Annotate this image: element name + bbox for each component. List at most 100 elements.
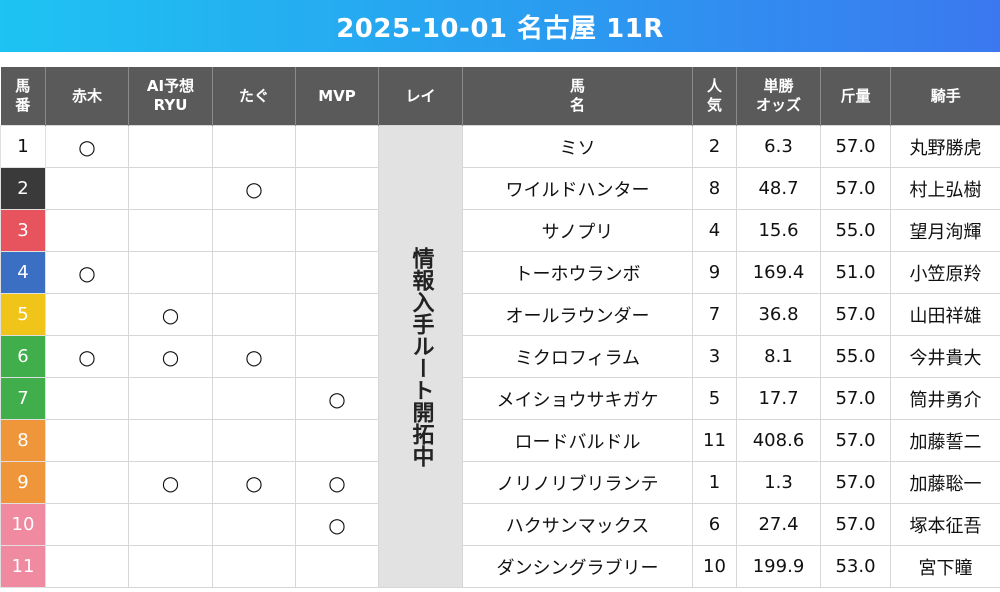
horse-name-cell: ダンシングラブリー — [462, 545, 693, 588]
header-akagi: 赤木 — [45, 67, 129, 126]
horse-name-cell: トーホウランボ — [462, 251, 693, 294]
table-row: 9 ○ ○ ○ ノリノリブリランテ 1 1.3 57.0 加藤聡一 — [0, 461, 1000, 504]
table-row: 2 ○ ワイルドハンター 8 48.7 57.0 村上弘樹 — [0, 167, 1000, 210]
mark-tagu-cell — [212, 251, 296, 294]
popularity-cell: 3 — [692, 335, 737, 378]
jockey-cell: 塚本征吾 — [890, 503, 1000, 546]
mark-ai-cell: ○ — [128, 335, 213, 378]
mark-mvp-cell: ○ — [295, 377, 379, 420]
horse-number-cell: 9 — [0, 461, 46, 504]
odds-cell: 1.3 — [736, 461, 821, 504]
popularity-cell: 2 — [692, 125, 737, 168]
mark-ai-cell: ○ — [128, 293, 213, 336]
popularity-cell: 5 — [692, 377, 737, 420]
mark-ai-cell — [128, 377, 213, 420]
table-body: 1 ○ 情報入手ルート開拓中 ミソ 2 6.3 57.0 丸野勝虎 2 ○ ワイルドハンター 8 48.… — [0, 125, 1000, 588]
odds-cell: 6.3 — [736, 125, 821, 168]
horse-number-cell: 10 — [0, 503, 46, 546]
table-row: 11 ダンシングラブリー 10 199.9 53.0 宮下瞳 — [0, 545, 1000, 588]
horse-number-cell: 11 — [0, 545, 46, 588]
header-horse: 馬名 — [462, 67, 693, 126]
mark-akagi-cell — [45, 503, 129, 546]
horse-name-cell: オールラウンダー — [462, 293, 693, 336]
table-row: 7 ○ メイショウサキガケ 5 17.7 57.0 筒井勇介 — [0, 377, 1000, 420]
mark-tagu-cell — [212, 125, 296, 168]
popularity-cell: 8 — [692, 167, 737, 210]
horse-number-cell: 3 — [0, 209, 46, 252]
horse-number-cell: 5 — [0, 293, 46, 336]
header-odds: 単勝 オッズ — [736, 67, 821, 126]
header-mvp: MVP — [295, 67, 379, 126]
mark-ai-cell — [128, 167, 213, 210]
jockey-cell: 宮下瞳 — [890, 545, 1000, 588]
mark-ai-cell — [128, 209, 213, 252]
mark-akagi-cell — [45, 167, 129, 210]
mark-ai-cell: ○ — [128, 461, 213, 504]
mark-tagu-cell: ○ — [212, 167, 296, 210]
weight-cell: 57.0 — [820, 125, 891, 168]
mark-mvp-cell — [295, 209, 379, 252]
mark-mvp-cell — [295, 419, 379, 462]
table-row: 6 ○ ○ ○ ミクロフィラム 3 8.1 55.0 今井貴大 — [0, 335, 1000, 378]
mark-ai-cell — [128, 125, 213, 168]
horse-number-cell: 4 — [0, 251, 46, 294]
odds-cell: 48.7 — [736, 167, 821, 210]
popularity-cell: 10 — [692, 545, 737, 588]
odds-cell: 199.9 — [736, 545, 821, 588]
popularity-cell: 4 — [692, 209, 737, 252]
jockey-cell: 丸野勝虎 — [890, 125, 1000, 168]
header-jockey: 騎手 — [890, 67, 1000, 126]
mark-tagu-cell — [212, 209, 296, 252]
horse-name-cell: ワイルドハンター — [462, 167, 693, 210]
mark-mvp-cell: ○ — [295, 461, 379, 504]
mark-akagi-cell — [45, 461, 129, 504]
jockey-cell: 加藤聡一 — [890, 461, 1000, 504]
jockey-cell: 山田祥雄 — [890, 293, 1000, 336]
mark-mvp-cell — [295, 293, 379, 336]
horse-name-cell: ハクサンマックス — [462, 503, 693, 546]
mark-akagi-cell: ○ — [45, 125, 129, 168]
mark-mvp-cell — [295, 125, 379, 168]
mark-tagu-cell: ○ — [212, 461, 296, 504]
mark-mvp-cell — [295, 545, 379, 588]
odds-cell: 8.1 — [736, 335, 821, 378]
odds-cell: 15.6 — [736, 209, 821, 252]
weight-cell: 57.0 — [820, 377, 891, 420]
horse-number-cell: 1 — [0, 125, 46, 168]
weight-cell: 57.0 — [820, 167, 891, 210]
table-row: 3 サノプリ 4 15.6 55.0 望月洵輝 — [0, 209, 1000, 252]
odds-cell: 27.4 — [736, 503, 821, 546]
odds-cell: 17.7 — [736, 377, 821, 420]
weight-cell: 51.0 — [820, 251, 891, 294]
jockey-cell: 加藤誓二 — [890, 419, 1000, 462]
header-ai: AI予想 RYU — [128, 67, 213, 126]
mark-tagu-cell — [212, 419, 296, 462]
table-row: 5 ○ オールラウンダー 7 36.8 57.0 山田祥雄 — [0, 293, 1000, 336]
mark-akagi-cell — [45, 545, 129, 588]
mark-akagi-cell: ○ — [45, 335, 129, 378]
table-row: 10 ○ ハクサンマックス 6 27.4 57.0 塚本征吾 — [0, 503, 1000, 546]
header-rei: レイ — [378, 67, 463, 126]
mark-mvp-cell — [295, 335, 379, 378]
mark-akagi-cell — [45, 209, 129, 252]
mark-tagu-cell — [212, 503, 296, 546]
table-row: 4 ○ トーホウランボ 9 169.4 51.0 小笠原羚 — [0, 251, 1000, 294]
mark-tagu-cell — [212, 377, 296, 420]
weight-cell: 55.0 — [820, 335, 891, 378]
jockey-cell: 小笠原羚 — [890, 251, 1000, 294]
odds-cell: 36.8 — [736, 293, 821, 336]
mark-akagi-cell — [45, 419, 129, 462]
popularity-cell: 7 — [692, 293, 737, 336]
horse-number-cell: 2 — [0, 167, 46, 210]
weight-cell: 53.0 — [820, 545, 891, 588]
weight-cell: 57.0 — [820, 503, 891, 546]
odds-cell: 408.6 — [736, 419, 821, 462]
header-row: 馬番 赤木 AI予想 RYU たぐ MVP レイ 馬名 人気 単勝 オッズ 斤量 騎… — [0, 67, 1000, 126]
mark-tagu-cell — [212, 293, 296, 336]
table-row: 8 ロードバルドル 11 408.6 57.0 加藤誓二 — [0, 419, 1000, 462]
mark-mvp-cell — [295, 251, 379, 294]
mark-ai-cell — [128, 251, 213, 294]
mark-akagi-cell: ○ — [45, 251, 129, 294]
popularity-cell: 11 — [692, 419, 737, 462]
weight-cell: 55.0 — [820, 209, 891, 252]
